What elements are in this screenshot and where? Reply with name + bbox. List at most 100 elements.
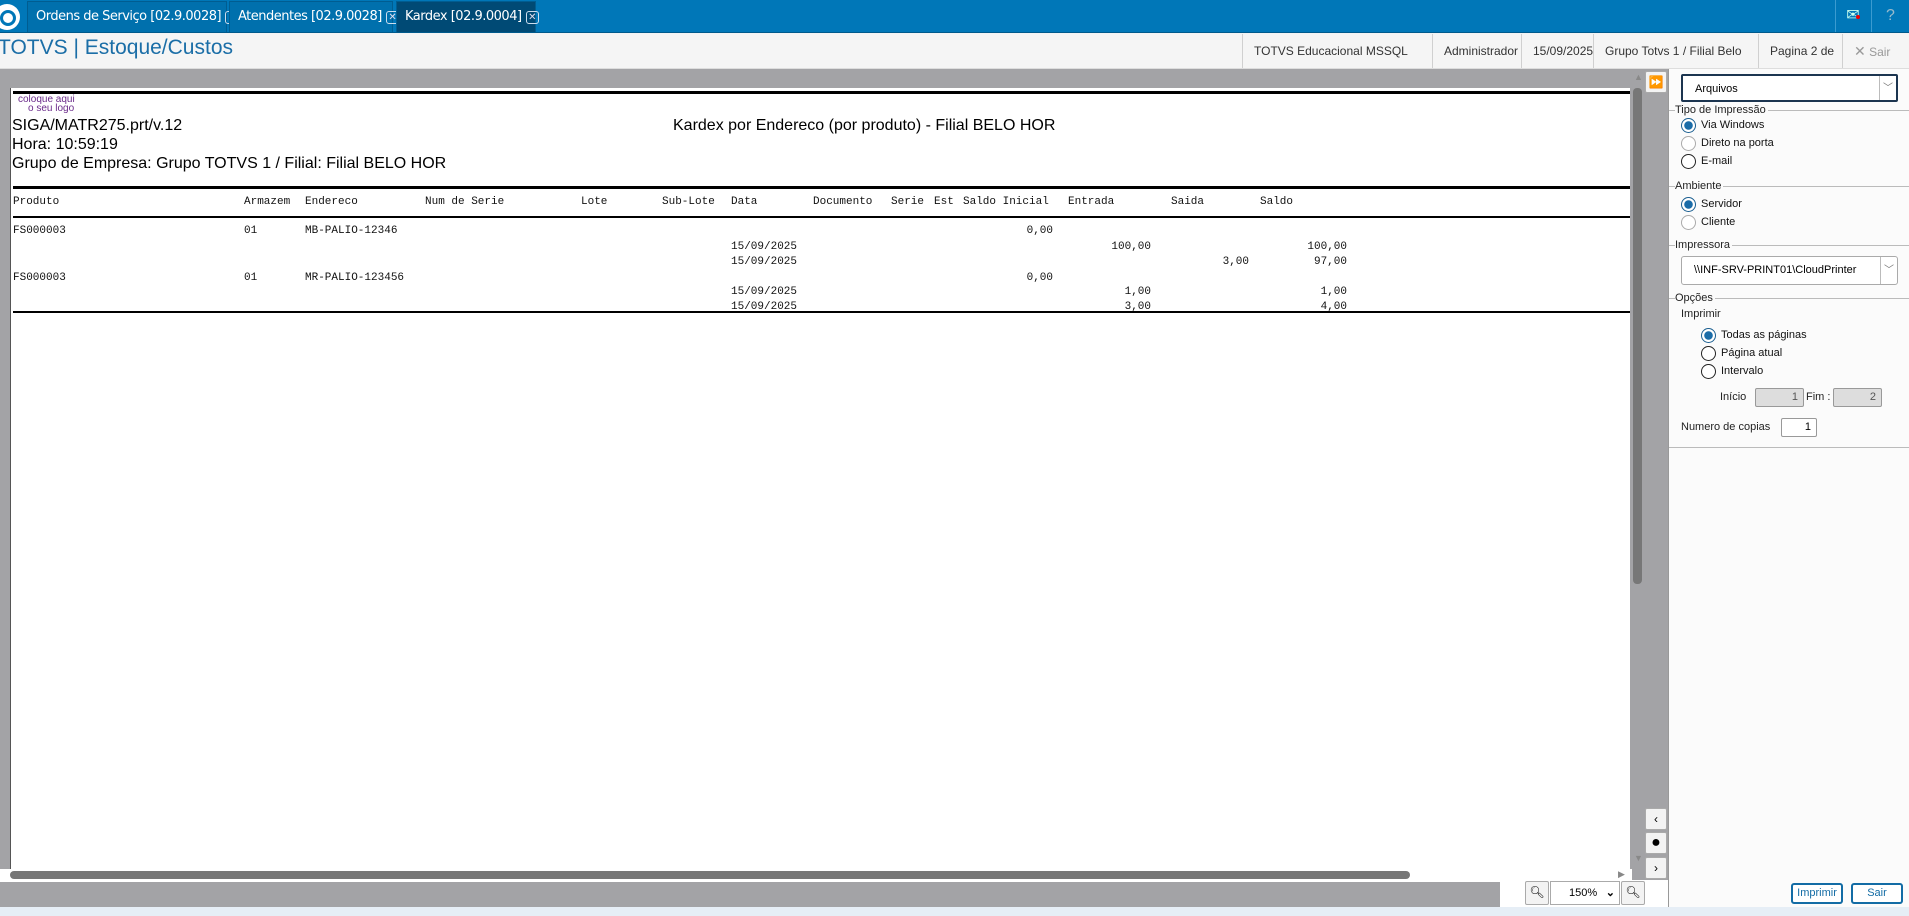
- column-header: Produto: [13, 196, 60, 208]
- chevron-down-icon: ﹀: [1880, 257, 1897, 284]
- column-header: Saldo Inicial: [963, 196, 1049, 208]
- tab-atendentes[interactable]: Atendentes [02.9.0028] ✕: [229, 1, 399, 32]
- scroll-thumb[interactable]: [1633, 88, 1642, 584]
- column-header: Endereco: [305, 196, 358, 208]
- environment-label: Ambiente: [1675, 180, 1724, 192]
- column-header: Saida: [1171, 196, 1205, 208]
- company-info: Grupo de Empresa: Grupo TOTVS 1 / Filial…: [12, 155, 447, 172]
- mail-icon[interactable]: ✉: [1835, 0, 1870, 32]
- copies-field[interactable]: 1: [1781, 418, 1817, 437]
- printer-value: \\INF-SRV-PRINT01\CloudPrinter: [1694, 264, 1857, 276]
- print-button[interactable]: Imprimir: [1791, 883, 1843, 904]
- cell-saldo: 100,00: [1307, 241, 1347, 253]
- cell-produto: FS000003: [13, 225, 66, 237]
- radio-direto-porta[interactable]: Direto na porta: [1681, 136, 1774, 152]
- print-type-label: Tipo de Impressão: [1675, 104, 1768, 116]
- scroll-up-icon[interactable]: ▲: [1634, 72, 1643, 82]
- printer-select[interactable]: \\INF-SRV-PRINT01\CloudPrinter ﹀: [1681, 256, 1898, 285]
- column-header: Serie: [891, 196, 925, 208]
- exit-label: Sair: [1869, 45, 1891, 59]
- status-strip: [0, 907, 1909, 916]
- radio-intervalo[interactable]: Intervalo: [1701, 364, 1763, 380]
- page-title: TOTVS | Estoque/Custos: [0, 36, 233, 59]
- zoom-out-button[interactable]: 🔍︎: [1525, 881, 1549, 905]
- end-page-field[interactable]: 2: [1833, 388, 1882, 407]
- header: TOTVS | Estoque/Custos TOTVS Educacional…: [0, 34, 1909, 92]
- column-header: Data: [731, 196, 758, 208]
- next-page-button[interactable]: ›: [1645, 857, 1667, 879]
- cell-data: 15/09/2025: [731, 301, 798, 313]
- help-icon[interactable]: ?: [1871, 0, 1909, 32]
- column-header: Num de Serie: [425, 196, 505, 208]
- report-viewer: coloque aqui o seu logo SIGA/MATR275.prt/…: [0, 69, 1668, 916]
- cell-saldo: 97,00: [1313, 256, 1347, 268]
- start-page-field[interactable]: 1: [1755, 388, 1804, 407]
- horizontal-scrollbar[interactable]: ▶: [0, 869, 1632, 882]
- group-info: Grupo Totvs 1 / Filial Belo Hor: [1593, 34, 1758, 92]
- cell-entrada: 3,00: [1124, 301, 1151, 313]
- column-header: Entrada: [1068, 196, 1115, 208]
- divider: [13, 216, 1630, 218]
- date-info: 15/09/2025: [1521, 34, 1593, 68]
- report-page: coloque aqui o seu logo SIGA/MATR275.prt/…: [10, 88, 1630, 878]
- divider: [13, 186, 1630, 189]
- tab-label: Atendentes [02.9.0028]: [238, 9, 382, 24]
- column-header: Lote: [581, 196, 608, 208]
- scroll-down-icon[interactable]: ▼: [1634, 853, 1643, 863]
- zoom-in-button[interactable]: 🔍︎: [1621, 881, 1645, 905]
- printer-group: [1669, 245, 1909, 246]
- options-group: [1669, 298, 1909, 299]
- cell-endereco: MR-PALIO-123456: [305, 272, 405, 284]
- radio-pagina-atual[interactable]: Página atual: [1701, 346, 1782, 362]
- vertical-scrollbar[interactable]: ▲ ▼: [1632, 69, 1645, 869]
- cell-saldo: 4,00: [1320, 301, 1347, 313]
- tab-ordens-servico[interactable]: Ordens de Serviço [02.9.0028]✕: [27, 1, 239, 32]
- print-type-group: [1669, 110, 1909, 111]
- printer-label: Impressora: [1675, 239, 1733, 251]
- divider: [1669, 447, 1909, 448]
- radio-todas-paginas[interactable]: Todas as páginas: [1701, 328, 1807, 344]
- end-label: Fim :: [1806, 391, 1831, 403]
- page-info: Pagina 2 de 2: [1758, 34, 1842, 92]
- cell-saldo-inicial: 0,00: [1026, 225, 1053, 237]
- options-label: Opções: [1675, 292, 1715, 304]
- user-info: Administrador: [1432, 34, 1521, 68]
- column-header: Documento: [813, 196, 873, 208]
- cell-saldo: 1,00: [1320, 286, 1347, 298]
- output-value: Arquivos: [1695, 83, 1738, 95]
- chevron-down-icon: ⌄: [1605, 887, 1615, 899]
- cell-saldo-inicial: 0,00: [1026, 272, 1053, 284]
- logo-placeholder: coloque aqui o seu logo: [18, 94, 75, 114]
- report-title: Kardex por Endereco (por produto) - Fili…: [673, 117, 1056, 134]
- radio-cliente[interactable]: Cliente: [1681, 215, 1735, 231]
- zoom-select[interactable]: 150% ⌄: [1550, 881, 1620, 905]
- cell-data: 15/09/2025: [731, 286, 798, 298]
- cell-endereco: MB-PALIO-12346: [305, 225, 398, 237]
- column-header: Armazem: [244, 196, 291, 208]
- output-select[interactable]: Arquivos ﹀: [1681, 74, 1898, 102]
- cell-produto: FS000003: [13, 272, 66, 284]
- program-name: SIGA/MATR275.prt/v.12: [12, 117, 183, 134]
- toggle-panel-button[interactable]: ⏩: [1645, 71, 1667, 93]
- radio-email[interactable]: E-mail: [1681, 154, 1732, 170]
- tab-kardex[interactable]: Kardex [02.9.0004] ✕: [396, 1, 539, 32]
- divider: [13, 91, 1630, 94]
- close-icon: ✕: [1854, 43, 1866, 59]
- scroll-right-icon[interactable]: ▶: [1618, 869, 1625, 879]
- radio-via-windows[interactable]: Via Windows: [1681, 118, 1764, 134]
- totvs-logo-icon[interactable]: [0, 4, 20, 30]
- print-options-panel: Arquivos ﹀ Tipo de Impressão Via Windows …: [1668, 69, 1909, 907]
- exit-panel-button[interactable]: Sair: [1851, 883, 1903, 904]
- close-icon[interactable]: ✕: [525, 11, 539, 24]
- report-time: Hora: 10:59:19: [12, 136, 118, 153]
- tab-label: Kardex [02.9.0004]: [405, 9, 522, 24]
- start-label: Início: [1720, 391, 1747, 403]
- print-label: Imprimir: [1681, 308, 1721, 320]
- radio-servidor[interactable]: Servidor: [1681, 197, 1742, 213]
- current-page-button[interactable]: ●: [1645, 832, 1667, 854]
- cell-armazem: 01: [244, 272, 258, 284]
- exit-button[interactable]: ✕ Sair: [1842, 34, 1909, 68]
- scroll-thumb[interactable]: [10, 871, 1410, 879]
- previous-page-button[interactable]: ‹: [1645, 808, 1667, 830]
- cell-armazem: 01: [244, 225, 258, 237]
